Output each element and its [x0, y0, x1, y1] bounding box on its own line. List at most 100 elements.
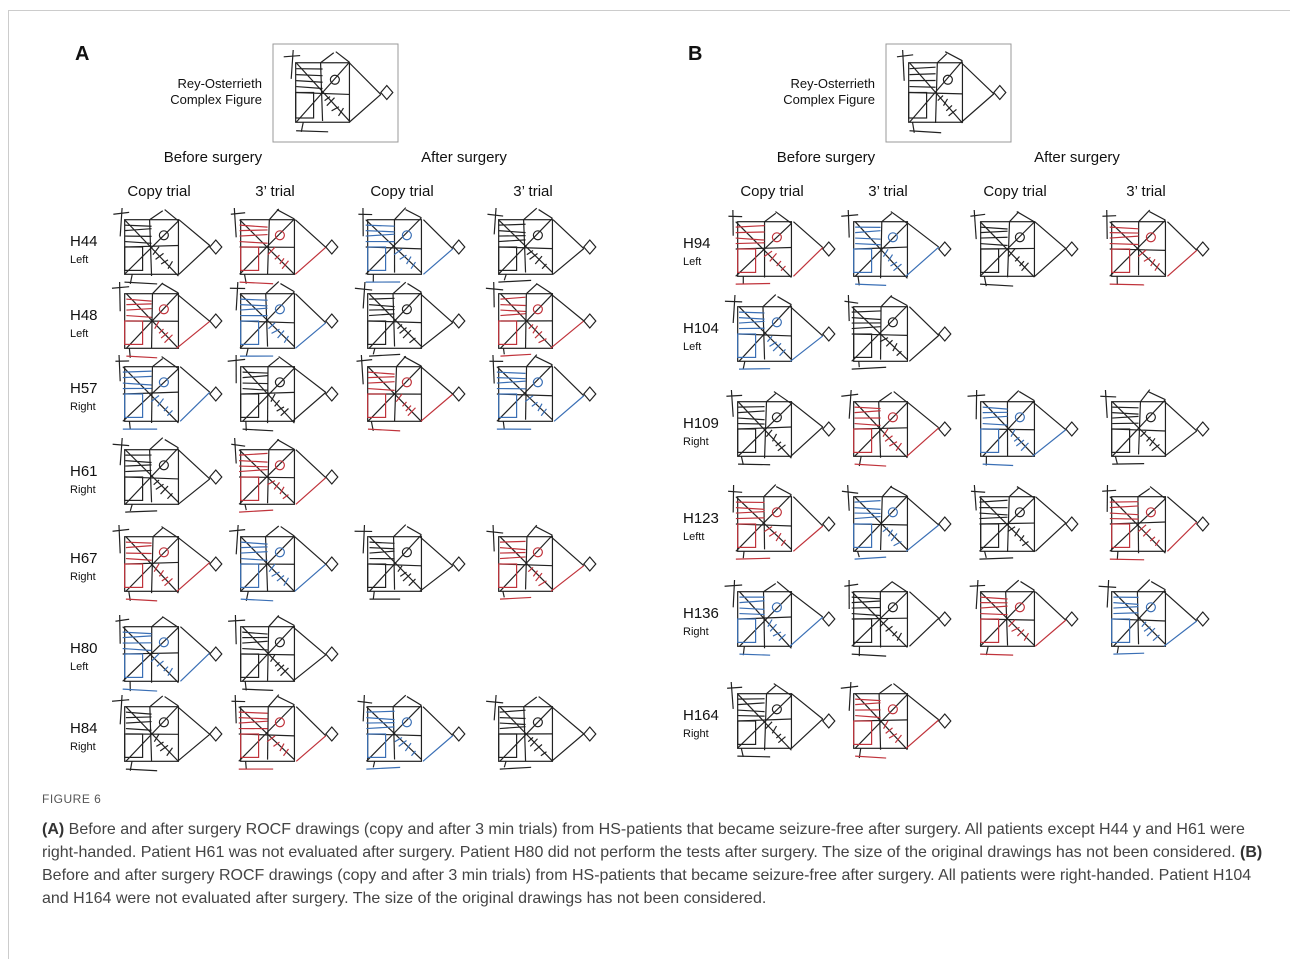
- stroke: [771, 412, 782, 423]
- stroke: [789, 591, 824, 618]
- stroke: [535, 526, 553, 536]
- stroke: [128, 421, 131, 430]
- stroke: [270, 654, 276, 662]
- stroke: [398, 740, 407, 747]
- stroke: [532, 377, 543, 388]
- stroke: [1112, 412, 1139, 415]
- stroke: [362, 281, 366, 309]
- stroke: [158, 230, 169, 241]
- stroke: [895, 442, 902, 452]
- stroke: [242, 647, 268, 651]
- stroke: [1163, 620, 1198, 647]
- rocf-drawing: [841, 209, 952, 286]
- stroke: [732, 579, 736, 608]
- stroke: [538, 580, 547, 587]
- stroke: [772, 631, 782, 637]
- stroke: [497, 217, 553, 275]
- stroke: [847, 294, 850, 322]
- frame-left: [8, 10, 9, 959]
- stroke: [274, 304, 285, 315]
- stroke: [152, 358, 164, 368]
- stroke: [283, 54, 301, 58]
- stroke: [880, 295, 893, 308]
- stroke: [887, 317, 898, 328]
- stroke: [411, 750, 416, 757]
- stroke: [882, 248, 889, 257]
- stroke: [406, 526, 422, 536]
- stroke: [583, 386, 597, 402]
- stroke: [853, 428, 873, 453]
- stroke: [738, 410, 765, 414]
- stroke: [239, 304, 268, 307]
- stroke: [292, 654, 327, 682]
- stroke: [1020, 581, 1035, 591]
- stroke: [550, 293, 585, 322]
- stroke: [240, 733, 260, 758]
- stroke: [847, 484, 850, 511]
- rocf-drawing: [354, 281, 466, 357]
- stroke: [239, 460, 268, 463]
- stroke: [126, 303, 152, 306]
- stroke: [268, 438, 280, 451]
- stroke: [295, 706, 327, 737]
- stroke: [853, 618, 873, 643]
- stroke: [855, 230, 881, 234]
- stroke: [735, 222, 792, 277]
- stroke: [392, 706, 396, 760]
- stroke: [1113, 602, 1139, 606]
- stroke: [487, 213, 504, 217]
- stroke: [737, 618, 757, 643]
- stroke: [773, 391, 792, 405]
- stroke: [738, 422, 765, 425]
- stroke: [739, 593, 792, 647]
- stroke: [776, 260, 782, 267]
- stroke: [177, 706, 211, 735]
- stroke: [151, 616, 164, 628]
- reference-label: Complex Figure: [783, 92, 875, 107]
- stroke: [855, 714, 881, 719]
- stroke: [149, 437, 164, 451]
- stroke: [730, 681, 734, 709]
- stroke: [499, 556, 526, 560]
- stroke: [178, 219, 211, 246]
- stroke: [793, 247, 824, 277]
- stroke: [500, 353, 532, 357]
- stroke: [1007, 248, 1016, 258]
- patient-hand: Right: [683, 436, 709, 448]
- stroke: [452, 556, 466, 572]
- stroke: [1023, 632, 1030, 642]
- stroke: [231, 443, 246, 447]
- stroke: [1137, 524, 1147, 533]
- stroke: [420, 393, 454, 422]
- stroke: [1005, 591, 1009, 646]
- stroke: [422, 706, 454, 737]
- stroke: [789, 335, 824, 362]
- stroke: [822, 516, 836, 532]
- stroke: [893, 540, 902, 547]
- stroke: [502, 348, 505, 355]
- stroke: [160, 331, 169, 339]
- stroke: [855, 283, 887, 286]
- stroke: [841, 490, 859, 494]
- stroke: [274, 547, 285, 558]
- stroke: [523, 219, 527, 273]
- stroke: [905, 719, 940, 749]
- stroke: [392, 536, 396, 590]
- stroke: [893, 263, 902, 272]
- stroke: [909, 130, 942, 134]
- panel-label: A: [75, 43, 89, 65]
- stroke: [523, 706, 527, 762]
- stroke: [853, 523, 873, 548]
- stroke: [854, 422, 881, 427]
- stroke: [161, 526, 179, 539]
- stroke: [1145, 507, 1156, 518]
- stroke: [295, 61, 350, 123]
- stroke: [148, 449, 153, 503]
- stroke: [822, 713, 836, 729]
- stroke: [267, 480, 276, 486]
- stroke: [177, 478, 211, 505]
- stroke: [239, 298, 268, 301]
- stroke: [277, 330, 285, 339]
- stroke: [1113, 606, 1139, 609]
- stroke: [423, 219, 454, 250]
